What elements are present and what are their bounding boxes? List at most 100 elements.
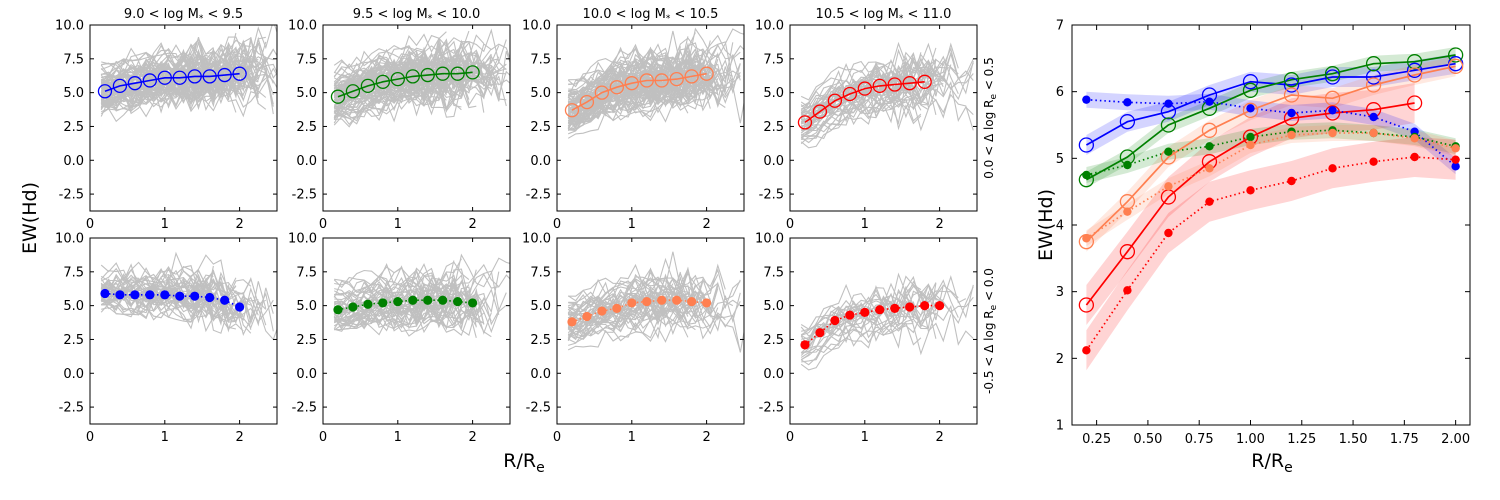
data-point <box>378 298 388 308</box>
x-tick-label: 2 <box>235 217 243 232</box>
data-point <box>1164 99 1173 108</box>
x-tick-label: 2 <box>468 430 476 445</box>
grey-galaxy-curve <box>800 48 967 108</box>
data-point <box>205 292 215 303</box>
data-point <box>1451 144 1460 153</box>
grey-galaxy-curve <box>334 75 447 116</box>
panel-title: 9.5 < log M* < 10.0 <box>353 7 481 24</box>
data-point <box>842 86 857 102</box>
x-tick-label: 0.50 <box>1133 432 1162 447</box>
grey-galaxy-curve <box>800 91 922 145</box>
data-point <box>1324 69 1341 85</box>
data-point <box>830 315 840 326</box>
axis-label-sub: e <box>536 460 545 476</box>
row-label-part: -0.5 < Δ log R <box>982 310 996 394</box>
data-point <box>1406 54 1423 70</box>
uncertainty-band <box>1086 53 1456 156</box>
y-tick-label: 0.0 <box>530 367 551 382</box>
data-point <box>1205 197 1214 206</box>
row-label: 0.0 < Δ log Re < 0.5 <box>982 57 999 179</box>
data-point <box>1205 97 1214 106</box>
x-tick-label: 2.00 <box>1441 432 1470 447</box>
grey-galaxy-curve <box>333 298 477 338</box>
series-line <box>571 72 707 111</box>
grey-galaxy-curve <box>801 83 937 131</box>
panel-small-r1-c3: -2.5 0.0 2.5 5.0 7.5 10.0 0 1 2 -0.5 < Δ log Re <… <box>755 232 999 446</box>
x-tick-label: 2 <box>935 430 943 445</box>
data-point <box>1283 72 1300 88</box>
x-tick-label: 1.50 <box>1339 432 1368 447</box>
x-tick-label: 1 <box>161 430 169 445</box>
grey-galaxy-curve <box>567 42 719 100</box>
y-tick-label: 7.5 <box>296 265 317 280</box>
data-point <box>333 305 343 315</box>
data-point <box>100 288 110 299</box>
grey-galaxy-curve <box>801 62 974 122</box>
y-axis-label-right: EW(Hd) <box>1035 189 1057 261</box>
data-point <box>639 73 654 88</box>
data-point <box>702 298 712 308</box>
row-label-part: < 0.5 <box>982 57 996 94</box>
data-point <box>579 94 595 110</box>
data-point <box>1287 176 1296 186</box>
data-point <box>920 301 930 311</box>
data-point <box>860 307 870 317</box>
y-tick-label: -2.5 <box>526 401 551 416</box>
series-line <box>1085 65 1456 243</box>
panel-frame <box>789 24 978 212</box>
y-tick-label: 7.5 <box>530 265 551 280</box>
data-point <box>1164 228 1173 238</box>
data-point <box>1119 114 1136 130</box>
series-line <box>104 72 240 93</box>
data-point <box>917 74 932 89</box>
x-axis-label-left: R/Re <box>503 450 544 476</box>
panel-frame <box>89 24 278 212</box>
panel-small-r1-c1: -2.5 0.0 2.5 5.0 7.5 10.0 0 1 2 <box>288 232 511 445</box>
data-point <box>567 317 577 327</box>
data-point <box>1242 102 1259 118</box>
data-point <box>1205 164 1214 173</box>
panel-title: 9.0 < log M* < 9.5 <box>124 7 243 24</box>
data-point <box>175 291 185 301</box>
y-tick-label: 6 <box>1056 85 1064 100</box>
data-point <box>420 67 435 83</box>
grey-galaxy-curve <box>568 45 719 92</box>
y-tick-label: 0.0 <box>530 154 551 169</box>
data-point <box>845 310 855 320</box>
axis-label-part: R/R <box>1251 450 1284 472</box>
data-point <box>1246 186 1255 195</box>
grey-galaxy-curve <box>567 320 689 351</box>
uncertainty-band <box>1086 137 1456 371</box>
y-tick-label: 5 <box>1056 152 1064 167</box>
data-point <box>423 295 433 305</box>
data-point <box>1287 108 1296 118</box>
panel-title-part: < 11.0 <box>903 7 951 22</box>
y-tick-label: -2.5 <box>759 401 784 416</box>
data-point <box>330 89 346 104</box>
data-point <box>145 290 155 300</box>
data-point <box>345 84 361 99</box>
grey-galaxy-curve <box>334 253 510 292</box>
y-tick-label: 5.0 <box>63 86 84 101</box>
data-point <box>1082 95 1091 104</box>
x-tick-label: 1 <box>861 430 869 445</box>
x-tick-label: 0 <box>786 430 794 445</box>
data-point <box>1201 122 1218 138</box>
data-point <box>157 70 172 85</box>
data-point <box>684 69 699 84</box>
grey-galaxy-curve <box>568 57 704 98</box>
data-point <box>812 104 828 119</box>
y-tick-label: 5.0 <box>530 299 551 314</box>
y-tick-label: 3 <box>1056 285 1064 300</box>
grey-galaxy-curve <box>800 279 959 345</box>
y-tick-label: 10.0 <box>522 19 551 34</box>
data-point <box>935 301 945 311</box>
y-tick-label: -2.5 <box>759 188 784 203</box>
y-tick-label: 7.5 <box>63 52 84 67</box>
data-point <box>642 296 652 307</box>
grey-galaxy-curve <box>100 75 214 104</box>
grey-galaxy-curve <box>801 318 929 363</box>
grey-galaxy-curve <box>100 63 214 92</box>
panel-frame <box>322 24 511 212</box>
series-line <box>1086 129 1456 176</box>
